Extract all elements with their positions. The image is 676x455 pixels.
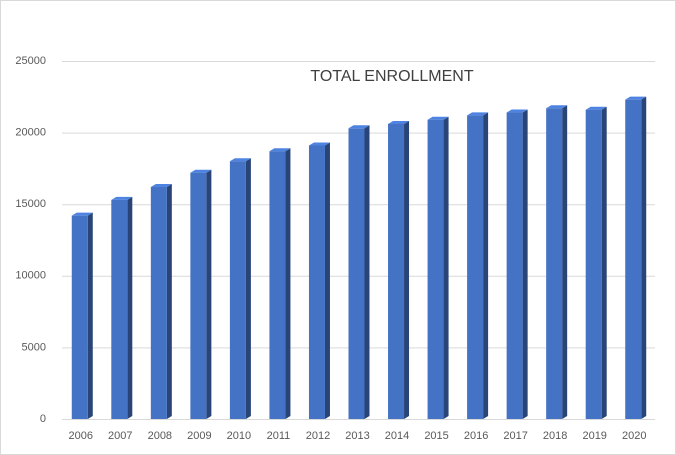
bar: [111, 199, 128, 419]
bar-top: [427, 116, 449, 120]
x-tick-label: 2010: [227, 430, 251, 442]
bar: [269, 151, 286, 419]
x-tick-label: 2009: [187, 430, 211, 442]
bar: [585, 109, 602, 420]
bar-3d: [190, 169, 212, 419]
bar-top: [229, 158, 251, 162]
bar-side: [562, 105, 568, 420]
bar-top: [585, 106, 607, 110]
bar-3d: [585, 106, 607, 420]
x-tick-label: 2020: [622, 430, 646, 442]
bar: [467, 115, 484, 419]
bar-side: [641, 96, 647, 419]
bar-3d: [348, 125, 370, 419]
bar: [546, 108, 563, 420]
bar-top: [348, 125, 370, 129]
x-tick-label: 2018: [543, 430, 567, 442]
x-tick-label: 2019: [582, 430, 606, 442]
bar-side: [206, 169, 212, 419]
x-tick-label: 2014: [385, 430, 409, 442]
bar: [150, 187, 167, 419]
bar-3d: [269, 148, 291, 419]
bar: [190, 172, 207, 419]
x-tick-label: 2006: [69, 430, 93, 442]
bar-top: [190, 169, 212, 173]
y-tick-label: 20000: [15, 127, 46, 139]
bar-side: [364, 125, 370, 419]
x-tick-label: 2011: [267, 430, 291, 442]
bar-3d: [546, 105, 568, 420]
bar-side: [87, 212, 93, 419]
x-tick-label: 2017: [503, 430, 527, 442]
bar-top: [467, 112, 489, 116]
bar-side: [443, 116, 449, 419]
bar-3d: [229, 158, 251, 420]
bar-side: [127, 196, 133, 419]
bar: [308, 145, 325, 419]
bar-top: [506, 109, 528, 113]
bar: [348, 128, 365, 419]
chart-title: TOTAL ENROLLMENT: [310, 68, 474, 85]
bar-side: [285, 148, 291, 419]
bar-top: [111, 196, 133, 200]
bar-top: [71, 212, 93, 216]
y-tick-label: 5000: [22, 341, 46, 353]
x-tick-label: 2016: [464, 430, 488, 442]
x-tick-label: 2013: [345, 430, 369, 442]
y-tick-label: 25000: [15, 55, 46, 67]
bar-3d: [427, 116, 449, 419]
bar-3d: [150, 184, 172, 419]
bar-3d: [506, 109, 528, 419]
bar-top: [625, 96, 647, 100]
bar: [506, 112, 523, 419]
x-tick-label: 2007: [108, 430, 132, 442]
bar-3d: [467, 112, 489, 419]
bar-side: [601, 106, 607, 420]
bar-top: [308, 142, 330, 146]
bar-top: [269, 148, 291, 152]
bar: [388, 124, 405, 420]
x-tick-label: 2012: [306, 430, 330, 442]
bar-side: [324, 142, 330, 419]
bar-3d: [308, 142, 330, 419]
y-tick-label: 0: [40, 413, 46, 425]
bar-top: [546, 105, 568, 109]
bar-top: [388, 121, 410, 125]
bar: [625, 99, 642, 419]
y-tick-label: 10000: [15, 270, 46, 282]
bar-side: [404, 121, 410, 420]
bar: [427, 119, 444, 419]
x-tick-label: 2015: [424, 430, 448, 442]
bar-3d: [111, 196, 133, 419]
bar-side: [522, 109, 528, 419]
y-tick-label: 15000: [15, 198, 46, 210]
bar-3d: [71, 212, 93, 419]
bar-side: [245, 158, 251, 420]
x-tick-label: 2008: [148, 430, 172, 442]
bar-side: [166, 184, 172, 419]
bar-side: [483, 112, 489, 419]
bar: [71, 215, 88, 419]
bar-3d: [625, 96, 647, 419]
bar: [229, 161, 246, 420]
bar-top: [150, 184, 172, 188]
bar-3d: [388, 121, 410, 420]
